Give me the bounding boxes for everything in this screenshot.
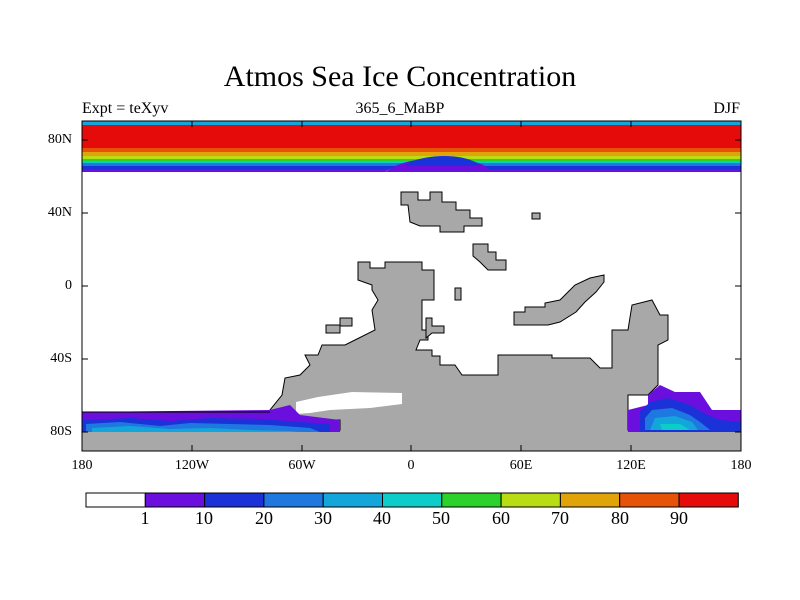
island-small xyxy=(531,212,541,220)
island-east xyxy=(472,243,507,271)
colorbar-label: 70 xyxy=(551,508,569,528)
colorbar-label: 30 xyxy=(314,508,332,528)
arctic-sea-ice xyxy=(82,121,741,172)
colorbar-label: 90 xyxy=(670,508,688,528)
period-label: 365_6_MaBP xyxy=(355,100,445,117)
y-tick-label: 80S xyxy=(50,424,72,439)
plot-frame xyxy=(81,120,742,452)
y-tick-label: 0 xyxy=(65,278,72,293)
colorbar-swatch xyxy=(263,492,324,508)
x-tick-label: 120E xyxy=(616,458,646,473)
land-gaps xyxy=(296,392,402,414)
x-tick-label: 180 xyxy=(730,458,752,473)
colorbar-label: 20 xyxy=(255,508,273,528)
y-tick-label: 80N xyxy=(47,132,72,147)
colorbar-swatch xyxy=(322,492,384,508)
experiment-label: Expt = teXyv xyxy=(82,100,169,117)
colorbar-swatch xyxy=(85,492,146,508)
island-mid xyxy=(425,317,445,340)
island-arc xyxy=(454,287,462,301)
colorbar-swatch xyxy=(619,492,680,508)
y-tick-label: 40S xyxy=(50,351,72,366)
island-west xyxy=(325,317,353,334)
colorbar-swatch xyxy=(678,492,739,508)
colorbar-label: 10 xyxy=(195,508,213,528)
island-archipelago xyxy=(513,274,605,326)
page-title: Atmos Sea Ice Concentration xyxy=(223,60,577,93)
x-tick-label: 60W xyxy=(288,458,316,473)
x-tick-label: 120W xyxy=(174,458,210,473)
colorbar-label: 60 xyxy=(492,508,510,528)
x-tick-label: 60E xyxy=(509,458,533,473)
colorbar-label: 40 xyxy=(373,508,391,528)
colorbar-label: 1 xyxy=(140,508,150,528)
colorbar-swatch xyxy=(500,492,561,508)
x-tick-label: 180 xyxy=(71,458,93,473)
colorbar-label: 50 xyxy=(432,508,450,528)
colorbar-swatch xyxy=(204,492,265,508)
colorbar-swatch xyxy=(441,492,502,508)
colorbar-swatch xyxy=(144,492,206,508)
colorbar-swatch xyxy=(559,492,621,508)
continent-central xyxy=(82,261,741,451)
continent-north xyxy=(400,191,483,233)
antarctic-sea-ice-west xyxy=(82,405,340,432)
y-tick-label: 40N xyxy=(47,205,72,220)
x-tick-label: 0 xyxy=(407,458,415,473)
colorbar-label: 80 xyxy=(611,508,629,528)
land-masses xyxy=(82,191,741,451)
colorbar xyxy=(85,492,739,508)
colorbar-swatch xyxy=(382,492,443,508)
antarctic-sea-ice-east xyxy=(628,385,741,432)
season-label: DJF xyxy=(713,100,740,117)
